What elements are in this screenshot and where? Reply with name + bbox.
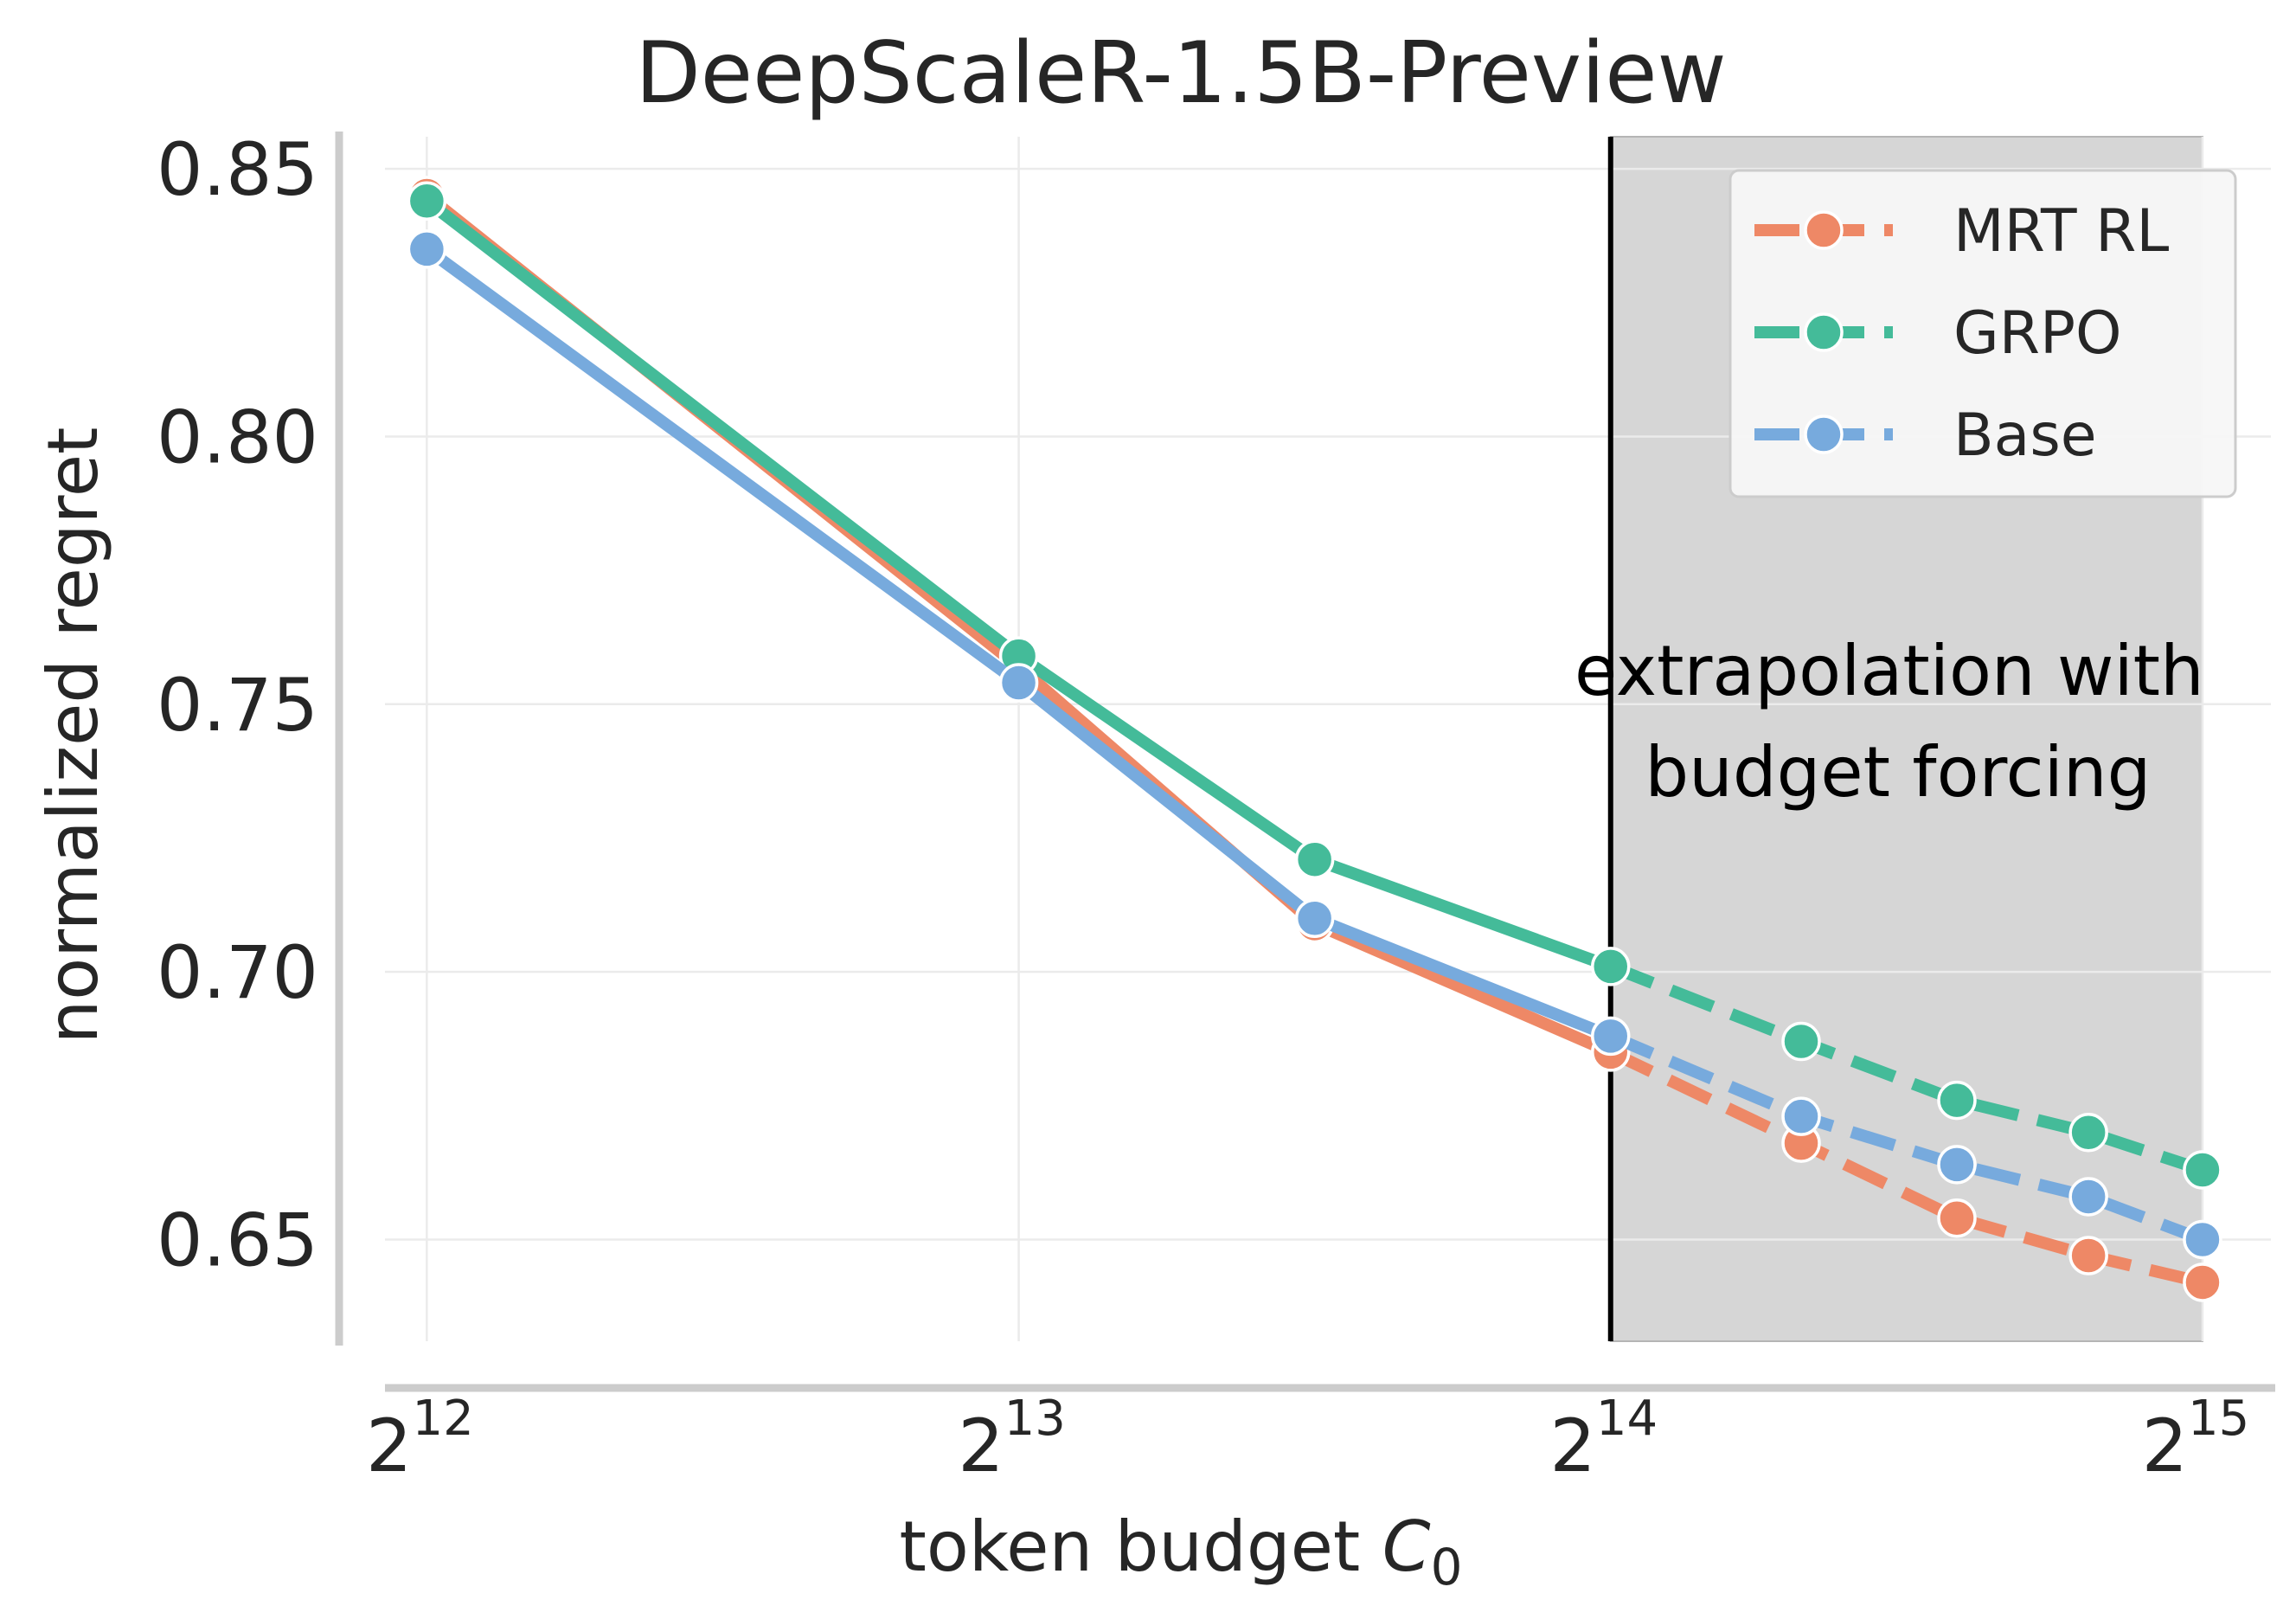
- x-tick-exponent: 15: [2188, 1391, 2249, 1447]
- data-point: [1937, 1145, 1977, 1185]
- annotation: extrapolation with budget forcing: [1574, 631, 2204, 813]
- chart-title: DeepScaleR-1.5B-Preview: [635, 24, 1726, 123]
- x-tick-label: 214: [1549, 1391, 1658, 1488]
- x-tick-base: 2: [2142, 1404, 2188, 1488]
- legend-item: GRPO: [1754, 299, 2121, 368]
- data-point: [1781, 1096, 1821, 1136]
- y-tick-label: 0.80: [157, 395, 318, 479]
- series-line-solid: [420, 195, 1617, 973]
- annotation-line-1: extrapolation with: [1574, 631, 2204, 711]
- data-point: [1294, 898, 1335, 939]
- x-tick-exponent: 14: [1596, 1391, 1658, 1447]
- x-tick-label: 213: [958, 1391, 1066, 1488]
- x-tick-base: 2: [366, 1404, 412, 1488]
- x-tick-labels: 212 213 214 215: [366, 1391, 2249, 1488]
- legend-label: MRT RL: [1953, 197, 2169, 266]
- y-tick-label: 0.70: [157, 930, 318, 1015]
- x-tick-base: 2: [958, 1404, 1004, 1488]
- x-axis-label-space: [1360, 1507, 1382, 1587]
- x-axis-label-text: token budget: [900, 1507, 1361, 1587]
- data-point: [2183, 1150, 2222, 1190]
- series-base: [407, 229, 2222, 1260]
- x-axis-label-math: C: [1382, 1507, 1431, 1587]
- legend-marker: [1804, 312, 1844, 352]
- data-point: [2183, 1219, 2222, 1260]
- data-point: [2068, 1236, 2108, 1275]
- series-grpo: [407, 181, 2222, 1190]
- x-axis-label: token budget C0: [900, 1507, 1463, 1597]
- y-tick-label: 0.85: [157, 127, 318, 212]
- data-point: [1937, 1198, 1977, 1238]
- data-point: [998, 663, 1039, 703]
- series-line-dashed: [1608, 1030, 2205, 1246]
- legend-marker: [1804, 414, 1844, 454]
- legend-label: Base: [1953, 402, 2097, 470]
- series-line-solid: [420, 242, 1617, 1043]
- data-point: [2068, 1112, 2108, 1153]
- x-tick-base: 2: [1549, 1404, 1595, 1488]
- legend-box: [1728, 169, 2237, 498]
- x-axis-label-subscript: 0: [1431, 1538, 1463, 1597]
- spines: [335, 132, 2275, 1392]
- y-axis-label: normalized regret: [33, 427, 113, 1044]
- data-point: [2068, 1177, 2108, 1217]
- data-point: [2183, 1262, 2222, 1302]
- data-point: [1591, 947, 1631, 986]
- data-point: [1781, 1021, 1821, 1062]
- x-tick-exponent: 13: [1004, 1391, 1066, 1447]
- series-line-dashed: [1607, 1046, 2204, 1288]
- data-point: [1294, 839, 1335, 879]
- data-point: [1591, 1016, 1631, 1057]
- data-point: [407, 181, 447, 221]
- x-tick-label: 212: [366, 1391, 474, 1488]
- series-layer: [407, 176, 2222, 1302]
- annotation-line-2: budget forcing: [1645, 732, 2151, 813]
- y-tick-label: 0.75: [157, 663, 318, 748]
- y-tick-label: 0.65: [157, 1198, 318, 1282]
- x-tick-label: 215: [2142, 1391, 2250, 1488]
- legend-item: MRT RL: [1754, 197, 2169, 266]
- legend-label: GRPO: [1953, 299, 2121, 368]
- legend-item: Base: [1754, 402, 2097, 470]
- series-line-dashed: [1608, 960, 2205, 1176]
- x-tick-exponent: 12: [412, 1391, 473, 1447]
- data-point: [1937, 1080, 1977, 1121]
- data-point: [407, 229, 447, 269]
- y-tick-labels: 0.65 0.70 0.75 0.80 0.85: [157, 127, 318, 1282]
- legend: MRT RL GRPO Base: [1728, 169, 2237, 498]
- legend-marker: [1804, 210, 1844, 250]
